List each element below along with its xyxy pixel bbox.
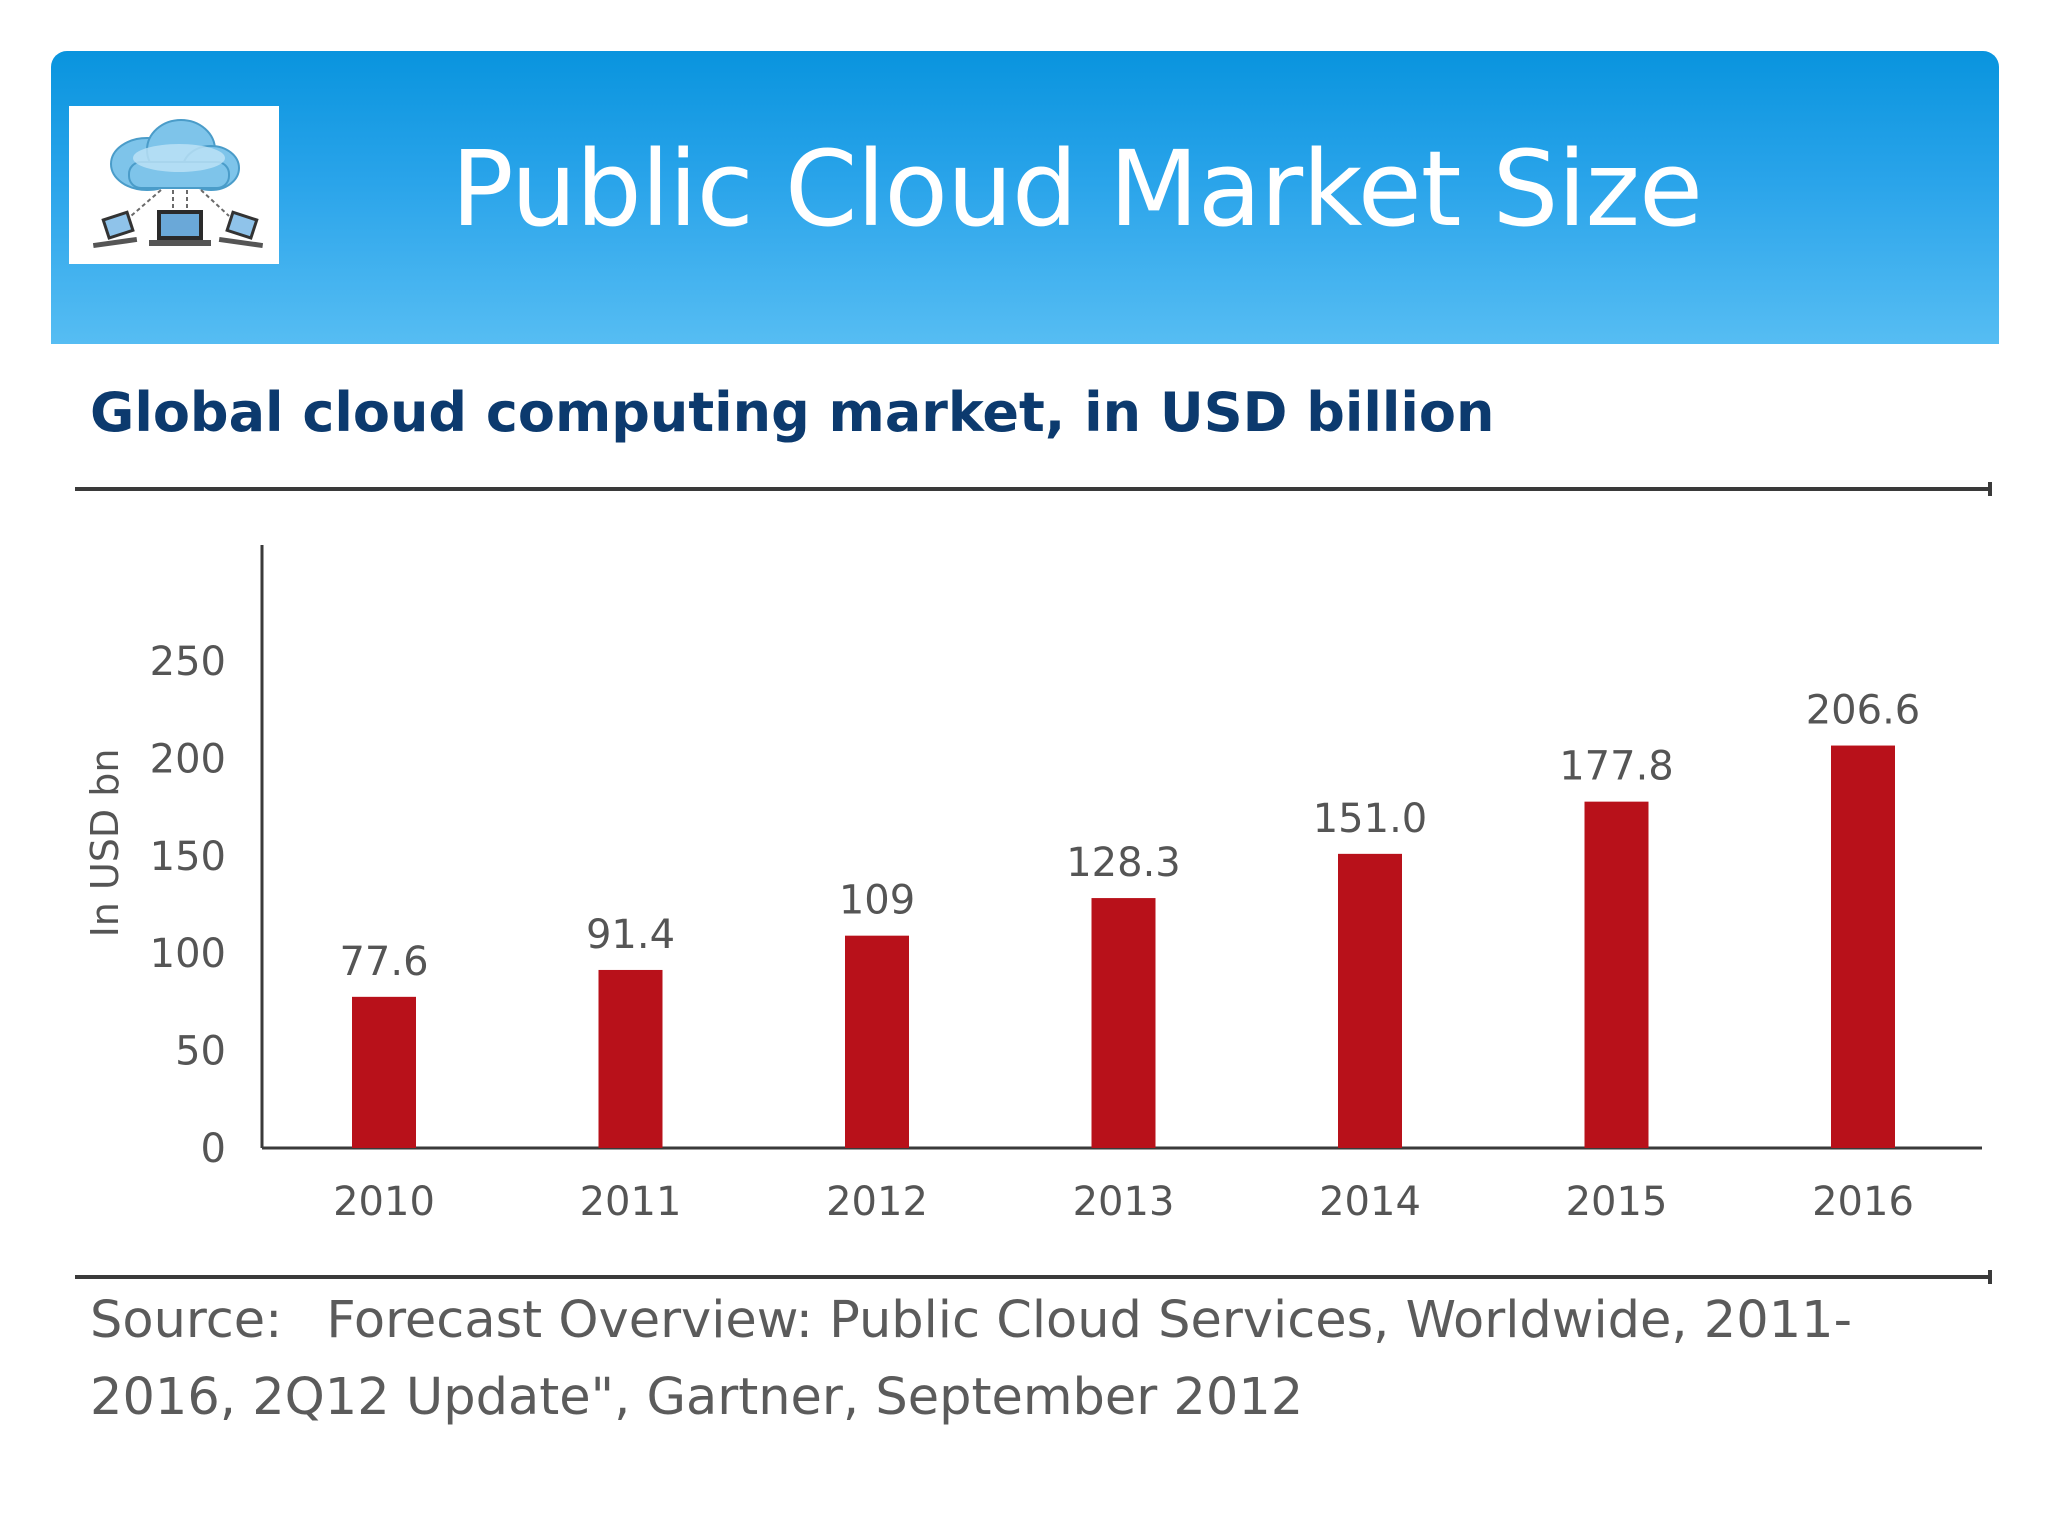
cloud-network-icon [69,106,279,264]
chart-title: Global cloud computing market, in USD bi… [90,381,1495,444]
data-label: 128.3 [1066,840,1181,886]
bar [352,996,416,1148]
bar [1584,801,1649,1148]
source-note: Source: Forecast Overview: Public Cloud S… [90,1282,1950,1436]
bar [1091,898,1156,1148]
title-banner: Public Cloud Market Size [51,51,1999,344]
bars [352,745,1895,1148]
x-tick-label: 2012 [826,1179,928,1225]
data-label: 91.4 [586,912,675,958]
y-tick-label: 200 [150,736,226,782]
x-tick-label: 2011 [580,1179,682,1225]
bar [598,969,663,1148]
data-label: 109 [839,878,915,924]
y-axis-ticks: 0 50 100 150 200 250 [150,639,226,1172]
data-label: 177.8 [1559,744,1674,790]
top-divider [75,482,1992,496]
source-text: Forecast Overview: Public Cloud Services… [90,1291,1853,1427]
y-tick-label: 150 [150,834,226,880]
bar [1831,745,1895,1148]
y-tick-label: 50 [175,1029,226,1075]
bar [845,935,909,1148]
data-label: 206.6 [1806,688,1921,734]
x-tick-label: 2016 [1812,1179,1914,1225]
chart-panel [51,344,1999,1536]
bar [1338,853,1402,1148]
x-tick-label: 2013 [1073,1179,1175,1225]
bottom-divider [75,1270,1992,1284]
data-label: 151.0 [1313,796,1428,842]
value-labels: 77.6 91.4 109 128.3 151.0 177.8 206.6 [339,688,1920,985]
slide-title: Public Cloud Market Size [451,128,1703,250]
y-axis-label: In USD bn [83,749,127,938]
y-tick-label: 0 [201,1126,226,1172]
x-tick-label: 2010 [333,1179,435,1225]
x-tick-label: 2015 [1566,1179,1668,1225]
x-tick-label: 2014 [1319,1179,1421,1225]
x-axis-labels: 2010 2011 2012 2013 2014 2015 2016 [333,1179,1914,1225]
y-tick-label: 100 [150,931,226,977]
y-tick-label: 250 [150,639,226,685]
source-label: Source: [90,1291,283,1350]
data-label: 77.6 [339,939,428,985]
